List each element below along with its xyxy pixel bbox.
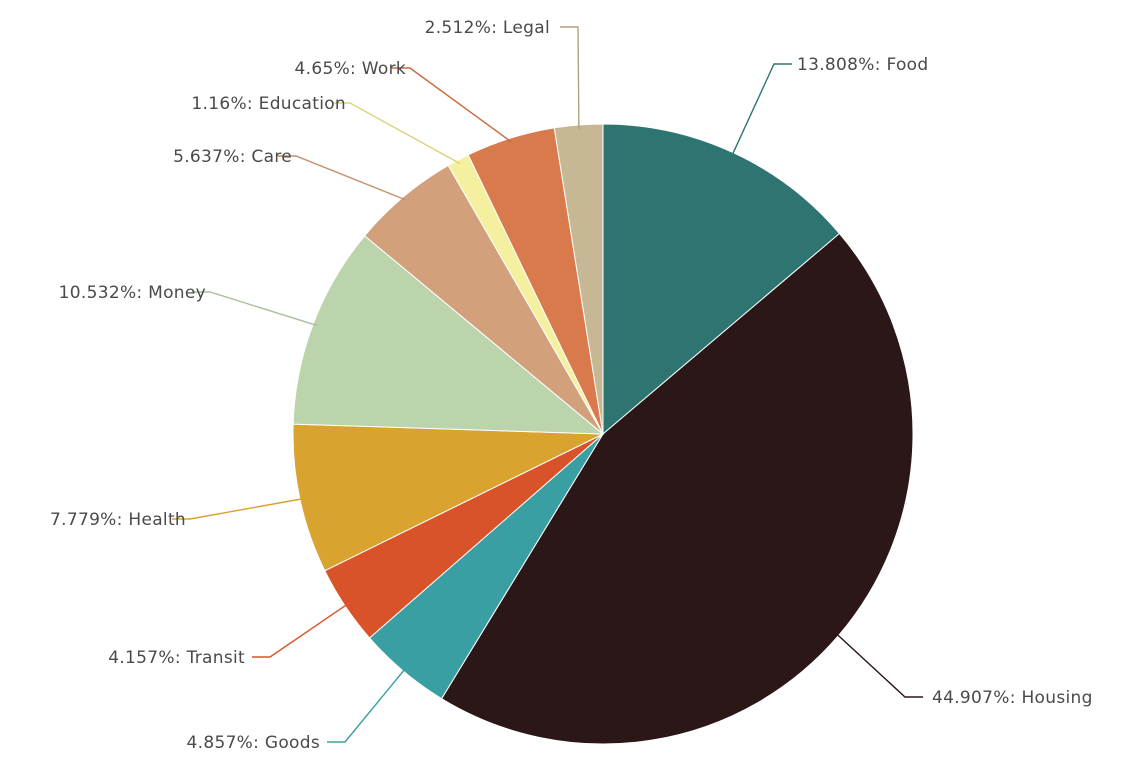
slice-label-food: 13.808%: Food xyxy=(797,55,928,75)
leader-line-goods xyxy=(327,667,407,743)
slice-label-housing: 44.907%: Housing xyxy=(932,688,1093,708)
pie-slices xyxy=(292,123,914,745)
leader-line-health xyxy=(172,497,305,520)
slice-labels: 13.808%: Food 44.907%: Housing 4.857%: Goo… xyxy=(50,18,1093,753)
slice-label-education: 1.16%: Education xyxy=(191,94,346,114)
leader-line-transit xyxy=(252,603,349,658)
slice-label-transit: 4.157%: Transit xyxy=(108,648,245,668)
leader-line-food xyxy=(730,63,792,157)
leader-line-care xyxy=(278,155,407,201)
leader-line-money xyxy=(192,291,318,327)
slice-label-health: 7.779%: Health xyxy=(50,510,186,530)
leader-line-legal xyxy=(560,26,580,130)
leader-lines xyxy=(172,26,923,743)
leader-line-housing xyxy=(835,632,923,698)
leader-line-work xyxy=(392,67,512,143)
slice-label-legal: 2.512%: Legal xyxy=(425,18,550,38)
slice-label-money: 10.532%: Money xyxy=(59,283,206,303)
slice-label-work: 4.65%: Work xyxy=(295,59,406,79)
slice-label-care: 5.637%: Care xyxy=(173,147,292,167)
leader-line-education xyxy=(332,102,461,165)
slice-label-goods: 4.857%: Goods xyxy=(187,733,320,753)
